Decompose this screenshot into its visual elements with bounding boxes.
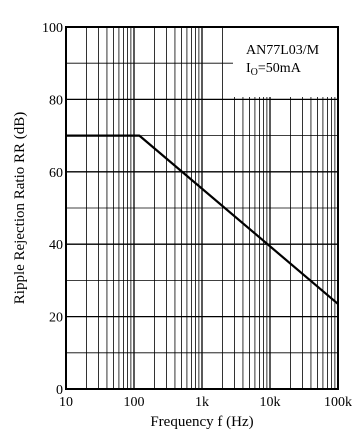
x-tick-labels: 10 100 1k 10k 100k [59,395,352,410]
series-layer [66,134,339,305]
x-tick-label: 10 [59,395,73,410]
y-tick-label: 100 [42,21,63,36]
y-tick-label: 80 [49,93,63,108]
annotation-box [233,24,338,97]
y-tick-labels: 0 20 40 60 80 100 [42,21,63,398]
y-tick-label: 0 [56,383,63,398]
annotation-current: IO=50mA [246,61,302,78]
y-tick-label: 40 [49,238,63,253]
x-tick-label: 10k [260,395,281,410]
x-tick-label: 100k [324,395,352,410]
y-axis-title: Ripple Rejection Ratio RR (dB) [12,112,28,304]
series-line-0 [66,134,339,305]
x-tick-label: 100 [124,395,145,410]
x-axis-title: Frequency f (Hz) [150,414,253,430]
y-tick-label: 20 [49,311,63,326]
y-tick-label: 60 [49,166,63,181]
annotation-model: AN77L03/M [246,43,320,58]
plot-frame [65,26,339,390]
x-tick-label: 1k [195,395,209,410]
